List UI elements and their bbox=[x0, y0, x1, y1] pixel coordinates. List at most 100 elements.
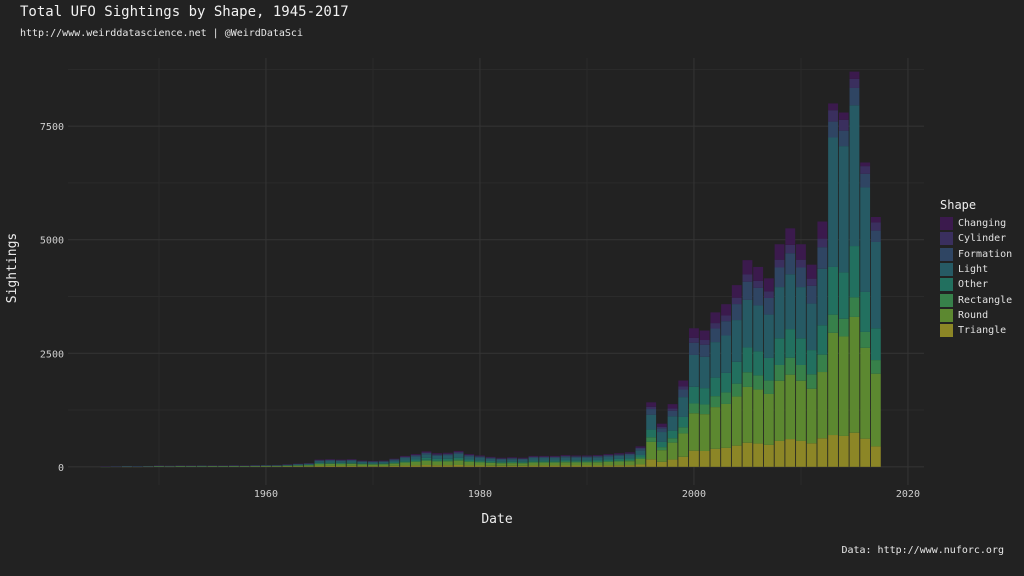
bar-segment-round-2016 bbox=[860, 347, 871, 439]
bar-segment-rectangle-2016 bbox=[860, 331, 871, 348]
bar-segment-rectangle-2005 bbox=[742, 372, 753, 387]
bar-segment-rectangle-1974 bbox=[410, 461, 421, 462]
bar-segment-other-1983 bbox=[507, 461, 517, 463]
bar-segment-formation-1976 bbox=[432, 454, 443, 456]
y-axis-label: Sightings bbox=[5, 233, 20, 303]
bar-segment-rectangle-2001 bbox=[699, 404, 710, 415]
bar-segment-rectangle-2008 bbox=[774, 364, 785, 381]
bar-segment-triangle-1999 bbox=[678, 456, 689, 467]
bar-segment-other-1973 bbox=[400, 460, 410, 462]
legend-item-rectangle: Rectangle bbox=[940, 292, 1012, 307]
bar-segment-triangle-1974 bbox=[410, 465, 421, 467]
bar-segment-round-1967 bbox=[335, 464, 346, 467]
y-tick-label: 2500 bbox=[40, 349, 64, 360]
bar-segment-rectangle-1986 bbox=[539, 461, 550, 463]
bar-segment-light-2013 bbox=[828, 137, 838, 267]
legend-item-round: Round bbox=[940, 308, 1012, 323]
bar-segment-rectangle-1975 bbox=[421, 459, 432, 461]
bar-segment-formation-2009 bbox=[785, 253, 796, 275]
bar-segment-other-1997 bbox=[656, 441, 667, 448]
bar-segment-light-2012 bbox=[817, 268, 828, 326]
bar-segment-rectangle-2004 bbox=[731, 383, 742, 397]
bar-segment-light-1992 bbox=[603, 456, 614, 460]
bar-segment-light-1995 bbox=[635, 450, 646, 456]
bar-segment-rectangle-1968 bbox=[346, 463, 357, 464]
bar-segment-changing-1983 bbox=[507, 457, 517, 459]
bar-segment-other-1970 bbox=[368, 463, 378, 465]
bar-segment-cylinder-2013 bbox=[828, 110, 838, 122]
bar-segment-light-1990 bbox=[582, 457, 592, 461]
bar-segment-changing-1967 bbox=[335, 459, 346, 461]
bar-segment-formation-2010 bbox=[796, 267, 806, 288]
bar-segment-light-2017 bbox=[870, 241, 881, 329]
y-tick-label: 7500 bbox=[40, 122, 64, 133]
bar-segment-round-2007 bbox=[763, 393, 774, 445]
bar-segment-other-1966 bbox=[325, 462, 336, 464]
bar-segment-rectangle-2002 bbox=[710, 396, 721, 408]
bar-segment-triangle-1967 bbox=[335, 466, 346, 467]
bar-segment-cylinder-1999 bbox=[678, 386, 689, 390]
bar-segment-formation-1969 bbox=[357, 461, 368, 462]
bar-segment-formation-2016 bbox=[860, 173, 871, 188]
bar-segment-round-2009 bbox=[785, 374, 796, 440]
bar-segment-round-1984 bbox=[517, 463, 528, 466]
bar-segment-changing-1991 bbox=[592, 455, 603, 456]
bar-segment-other-1996 bbox=[646, 429, 657, 438]
bar-segment-cylinder-2006 bbox=[753, 280, 764, 288]
bar-segment-rectangle-1989 bbox=[571, 461, 582, 463]
legend-label: Formation bbox=[958, 248, 1013, 260]
bar-segment-formation-1985 bbox=[528, 457, 539, 459]
bar-segment-rectangle-2007 bbox=[763, 380, 774, 394]
bar-segment-other-2000 bbox=[689, 386, 699, 404]
bar-segment-light-2009 bbox=[785, 274, 796, 330]
bar-segment-changing-2016 bbox=[860, 162, 871, 167]
bar-segment-changing-2015 bbox=[849, 71, 860, 79]
bar-segment-triangle-1973 bbox=[400, 465, 410, 467]
bar-segment-triangle-1982 bbox=[496, 465, 507, 467]
bar-segment-light-2002 bbox=[710, 342, 721, 378]
bar-segment-round-1989 bbox=[571, 462, 582, 466]
bar-segment-other-1971 bbox=[378, 463, 389, 464]
bar-segment-rectangle-1985 bbox=[528, 461, 539, 463]
bar-segment-formation-2011 bbox=[806, 285, 817, 304]
chart-subtitle: http://www.weirddatascience.net | @Weird… bbox=[20, 28, 303, 39]
bar-segment-changing-1975 bbox=[421, 451, 432, 453]
bar-segment-round-1979 bbox=[464, 461, 475, 466]
bar-segment-rectangle-1997 bbox=[656, 447, 667, 451]
bar-segment-round-1995 bbox=[635, 458, 646, 465]
legend-item-formation: Formation bbox=[940, 247, 1012, 262]
bar-segment-rectangle-1972 bbox=[389, 463, 400, 464]
bar-segment-rectangle-1984 bbox=[517, 462, 528, 464]
bar-segment-changing-1997 bbox=[656, 423, 667, 427]
bar-segment-light-1965 bbox=[314, 461, 325, 463]
bar-segment-formation-1994 bbox=[624, 453, 635, 456]
bar-segment-light-2014 bbox=[838, 146, 849, 273]
bar-segment-round-1993 bbox=[614, 461, 624, 466]
bar-segment-formation-1978 bbox=[453, 452, 464, 454]
bar-segment-other-1975 bbox=[421, 457, 432, 460]
bar-segment-round-1974 bbox=[410, 461, 421, 466]
bar-segment-triangle-2004 bbox=[731, 445, 742, 467]
bar-segment-rectangle-1988 bbox=[560, 461, 571, 463]
legend-title: Shape bbox=[940, 198, 977, 212]
legend-swatch bbox=[940, 247, 953, 261]
bar-segment-changing-2010 bbox=[796, 244, 806, 260]
bar-segment-formation-1968 bbox=[346, 459, 357, 461]
bar-segment-round-1973 bbox=[400, 462, 410, 466]
bar-segment-light-1988 bbox=[560, 457, 571, 461]
bar-segment-round-1997 bbox=[656, 450, 667, 462]
bar-segment-light-1973 bbox=[400, 458, 410, 461]
bar-segment-changing-2000 bbox=[689, 328, 699, 338]
bar-segment-formation-1972 bbox=[389, 459, 400, 461]
bar-segment-formation-1965 bbox=[314, 460, 325, 462]
bar-segment-other-1972 bbox=[389, 462, 400, 464]
bar-segment-changing-1965 bbox=[314, 459, 325, 461]
bar-segment-other-1988 bbox=[560, 460, 571, 462]
bar-segment-cylinder-1978 bbox=[453, 451, 464, 453]
bar-segment-round-1964 bbox=[303, 465, 314, 467]
bar-segment-other-1998 bbox=[667, 430, 678, 439]
legend-label: Rectangle bbox=[958, 294, 1013, 306]
bar-segment-cylinder-2012 bbox=[817, 238, 828, 248]
bar-segment-triangle-1990 bbox=[582, 465, 592, 467]
bar-segment-formation-2003 bbox=[721, 321, 731, 336]
